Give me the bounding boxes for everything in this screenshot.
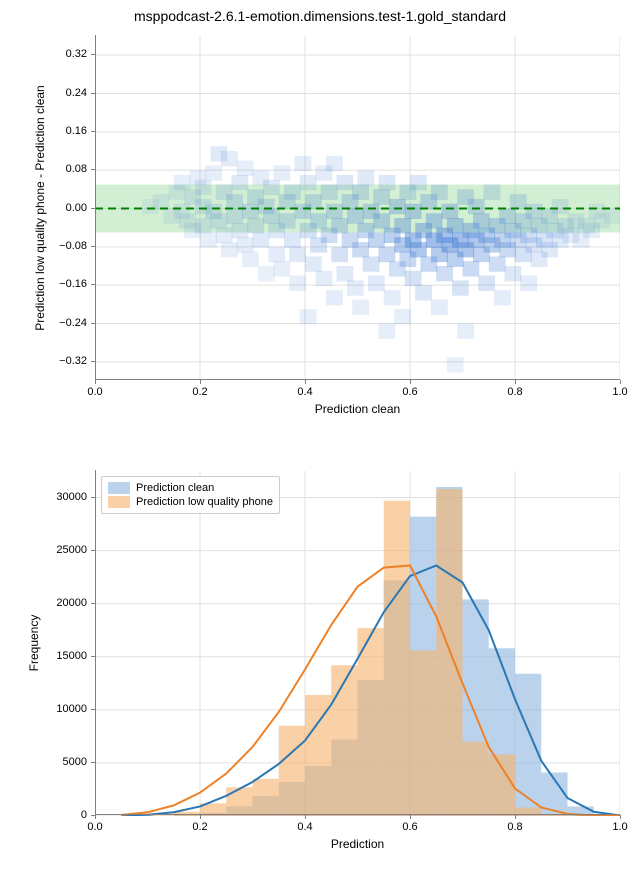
bottom-yaxis-label: Frequency bbox=[27, 614, 41, 671]
legend-swatch-lowq bbox=[108, 496, 130, 508]
bottom-ytick-label: 20000 bbox=[56, 597, 87, 609]
top-xtick-label: 0.6 bbox=[402, 386, 417, 398]
bottom-xtick-label: 0.2 bbox=[192, 821, 207, 833]
bottom-plot-area bbox=[95, 470, 621, 816]
figure-suptitle: msppodcast-2.6.1-emotion.dimensions.test… bbox=[0, 8, 640, 24]
bottom-xtick-label: 0.0 bbox=[87, 821, 102, 833]
bottom-spine-left bbox=[95, 470, 96, 815]
bottom-ytick-label: 15000 bbox=[56, 650, 87, 662]
top-xaxis-label: Prediction clean bbox=[315, 402, 400, 416]
legend-swatch-clean bbox=[108, 482, 130, 494]
top-ytick-label: −0.24 bbox=[59, 317, 87, 329]
legend-item-clean: Prediction clean bbox=[108, 481, 273, 495]
bottom-xaxis-label: Prediction bbox=[331, 837, 384, 851]
bottom-xtick-label: 0.8 bbox=[507, 821, 522, 833]
bottom-xtick-label: 0.4 bbox=[297, 821, 312, 833]
bottom-panel: 0.00.20.40.60.81.0 050001000015000200002… bbox=[95, 470, 620, 815]
figure: msppodcast-2.6.1-emotion.dimensions.test… bbox=[0, 0, 640, 880]
top-ytick-label: −0.32 bbox=[59, 355, 87, 367]
top-spine-left bbox=[95, 35, 96, 380]
bottom-xtick-label: 0.6 bbox=[402, 821, 417, 833]
top-ytick-label: −0.08 bbox=[59, 240, 87, 252]
top-ytick-label: 0.16 bbox=[66, 125, 87, 137]
top-ytick-label: 0.32 bbox=[66, 48, 87, 60]
top-ytick-label: 0.08 bbox=[66, 163, 87, 175]
top-xtick-label: 0.4 bbox=[297, 386, 312, 398]
top-ytick-label: 0.00 bbox=[66, 202, 87, 214]
bottom-legend: Prediction clean Prediction low quality … bbox=[101, 476, 280, 514]
bottom-svg bbox=[95, 471, 620, 816]
bottom-ytick-label: 25000 bbox=[56, 544, 87, 556]
bottom-spine-bottom bbox=[95, 814, 620, 815]
bottom-ytick-label: 10000 bbox=[56, 703, 87, 715]
top-xtick-label: 0.0 bbox=[87, 386, 102, 398]
top-svg bbox=[95, 36, 620, 381]
bottom-ytick-label: 0 bbox=[81, 809, 87, 821]
top-xtick-label: 0.2 bbox=[192, 386, 207, 398]
legend-label-lowq: Prediction low quality phone bbox=[136, 496, 273, 508]
bottom-ytick-label: 30000 bbox=[56, 491, 87, 503]
top-ytick-label: −0.16 bbox=[59, 278, 87, 290]
top-spine-bottom bbox=[95, 379, 620, 380]
legend-label-clean: Prediction clean bbox=[136, 482, 214, 494]
bottom-ytick-label: 5000 bbox=[63, 756, 87, 768]
top-plot-area bbox=[95, 35, 621, 381]
legend-item-lowq: Prediction low quality phone bbox=[108, 495, 273, 509]
top-ytick-label: 0.24 bbox=[66, 87, 87, 99]
top-xtick-label: 0.8 bbox=[507, 386, 522, 398]
top-xtick-label: 1.0 bbox=[612, 386, 627, 398]
bottom-xtick-label: 1.0 bbox=[612, 821, 627, 833]
top-panel: 0.00.20.40.60.81.0 −0.32−0.24−0.16−0.080… bbox=[95, 35, 620, 380]
top-yaxis-label: Prediction low quality phone - Predictio… bbox=[33, 85, 47, 330]
